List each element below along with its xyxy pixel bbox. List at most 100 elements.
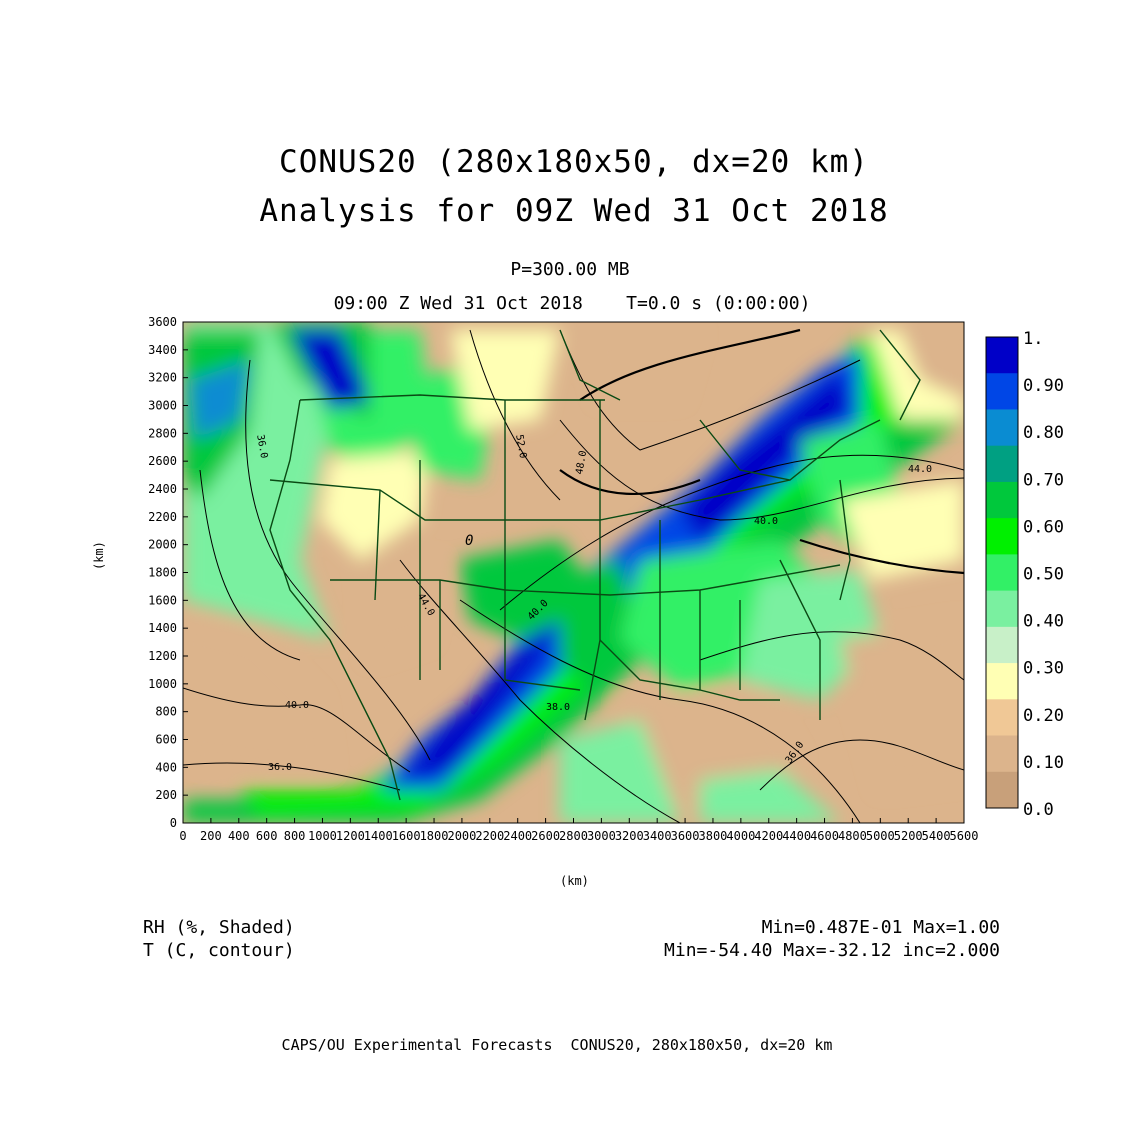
y-tick-label: 400 [155,760,177,774]
temperature-contours [183,329,964,823]
x-tick-label: 200 [200,829,222,843]
shaded-variable-label: RH (%, Shaded) [143,917,295,938]
contour-label: 40.0 [285,700,309,711]
y-tick-label: 600 [155,733,177,747]
contour-range-label: Min=-54.40 Max=-32.12 inc=2.000 [664,940,1000,961]
x-tick-label: 600 [256,829,278,843]
contour-label: 40.0 [754,516,778,527]
y-tick-label: 2800 [148,426,177,440]
x-tick-label: 3800 [699,829,728,843]
weather-map: 40.0 36.0 38.0 44.0 48.0 52.0 40.0 36.0 … [148,315,1064,843]
y-tick-label: 1200 [148,649,177,663]
x-tick-label: 1600 [392,829,421,843]
colorbar-label: 0.80 [1023,423,1064,443]
chart-subtitle: Analysis for 09Z Wed 31 Oct 2018 [259,193,889,229]
contour-label: 44.0 [908,464,932,475]
x-axis-ticks: 0 200 400 600 800 100012001400160018002000220… [179,818,978,843]
x-tick-label: 4200 [754,829,783,843]
rh-shaded-field: 40.0 36.0 38.0 44.0 48.0 52.0 40.0 36.0 … [183,322,964,823]
colorbar-label: 0.20 [1023,706,1064,726]
y-tick-label: 800 [155,705,177,719]
y-tick-label: 0 [170,816,177,830]
colorbar-swatch [986,735,1018,773]
colorbar-frame [985,336,1019,809]
y-tick-label: 1600 [148,593,177,607]
colorbar-label: 0.70 [1023,470,1064,490]
contour-label: 36.0 [254,434,269,460]
valid-time-label: 09:00 Z Wed 31 Oct 2018 T=0.0 s (0:00:00… [333,293,811,314]
y-tick-label: 1800 [148,566,177,580]
y-tick-label: 3200 [148,371,177,385]
colorbar-swatch [986,554,1018,592]
x-tick-label: 2400 [503,829,532,843]
y-tick-label: 1000 [148,677,177,691]
y-tick-label: 200 [155,788,177,802]
colorbar-label: 1. [1023,329,1043,349]
y-tick-label: 3600 [148,315,177,329]
x-tick-label: 4800 [838,829,867,843]
thick-contours [559,328,964,575]
colorbar-label: 0.40 [1023,612,1064,632]
x-tick-label: 1200 [336,829,365,843]
shaded-range-label: Min=0.487E-01 Max=1.00 [761,917,1000,938]
x-tick-label: 2200 [475,829,504,843]
colorbar-swatch [986,626,1018,664]
footer-credit: CAPS/OU Experimental Forecasts CONUS20, … [281,1036,833,1054]
x-tick-label: 5400 [922,829,951,843]
y-tick-label: 2200 [148,510,177,524]
x-tick-label: 2000 [447,829,476,843]
x-tick-label: 2800 [559,829,588,843]
y-tick-label: 2000 [148,538,177,552]
contour-label: 52.0 [513,434,528,460]
y-tick-label: 3400 [148,343,177,357]
colorbar-swatch [986,373,1018,410]
colorbar-swatch [986,771,1018,809]
colorbar-label: 0.30 [1023,659,1064,679]
colorbar-swatch [986,590,1018,628]
x-tick-label: 5200 [894,829,923,843]
colorbar-swatch [986,663,1018,700]
x-tick-label: 1400 [364,829,393,843]
x-axis-label: (km) [560,874,589,888]
x-tick-label: 4600 [810,829,839,843]
pressure-level-label: P=300.00 MB [510,259,630,280]
colorbar-label: 0.0 [1023,800,1054,820]
colorbar-label: 0.10 [1023,753,1064,773]
x-tick-label: 800 [284,829,306,843]
colorbar: 1. 0.90 0.80 0.70 0.60 0.50 0.40 0.30 0.20 0.10 0.… [985,329,1064,820]
y-tick-label: 1400 [148,621,177,635]
x-tick-label: 5000 [866,829,895,843]
colorbar-label: 0.50 [1023,565,1064,585]
x-tick-label: 4400 [782,829,811,843]
contour-variable-label: T (C, contour) [143,940,295,961]
x-tick-label: 1000 [308,829,337,843]
colorbar-label: 0.90 [1023,376,1064,396]
x-tick-label: 0 [179,829,186,843]
x-tick-label: 3400 [643,829,672,843]
chart-title: CONUS20 (280x180x50, dx=20 km) [279,144,869,180]
colorbar-swatch [986,518,1018,555]
contour-label: 36.0 [268,762,292,773]
x-tick-label: 2600 [531,829,560,843]
x-tick-label: 3600 [671,829,700,843]
contour-label: 38.0 [546,702,570,713]
contour-label: 0 [465,533,473,549]
y-tick-label: 3000 [148,399,177,413]
contour-label: 48.0 [574,450,589,476]
colorbar-swatch [986,445,1018,483]
x-tick-label: 3000 [587,829,616,843]
x-tick-label: 400 [228,829,250,843]
y-axis-ticks: 0 200 400 600 800 1000 1200 1400 1600 1800 2000 220… [148,315,188,830]
colorbar-swatch [986,699,1018,737]
colorbar-swatch [986,409,1018,447]
x-tick-label: 1800 [420,829,449,843]
x-tick-label: 3200 [615,829,644,843]
x-tick-label: 4000 [726,829,755,843]
state-boundaries [269,329,921,801]
y-tick-label: 2400 [148,482,177,496]
x-tick-label: 5600 [950,829,979,843]
colorbar-swatch [986,337,1018,374]
colorbar-swatch [986,481,1018,519]
colorbar-label: 0.60 [1023,517,1064,537]
y-tick-label: 2600 [148,454,177,468]
